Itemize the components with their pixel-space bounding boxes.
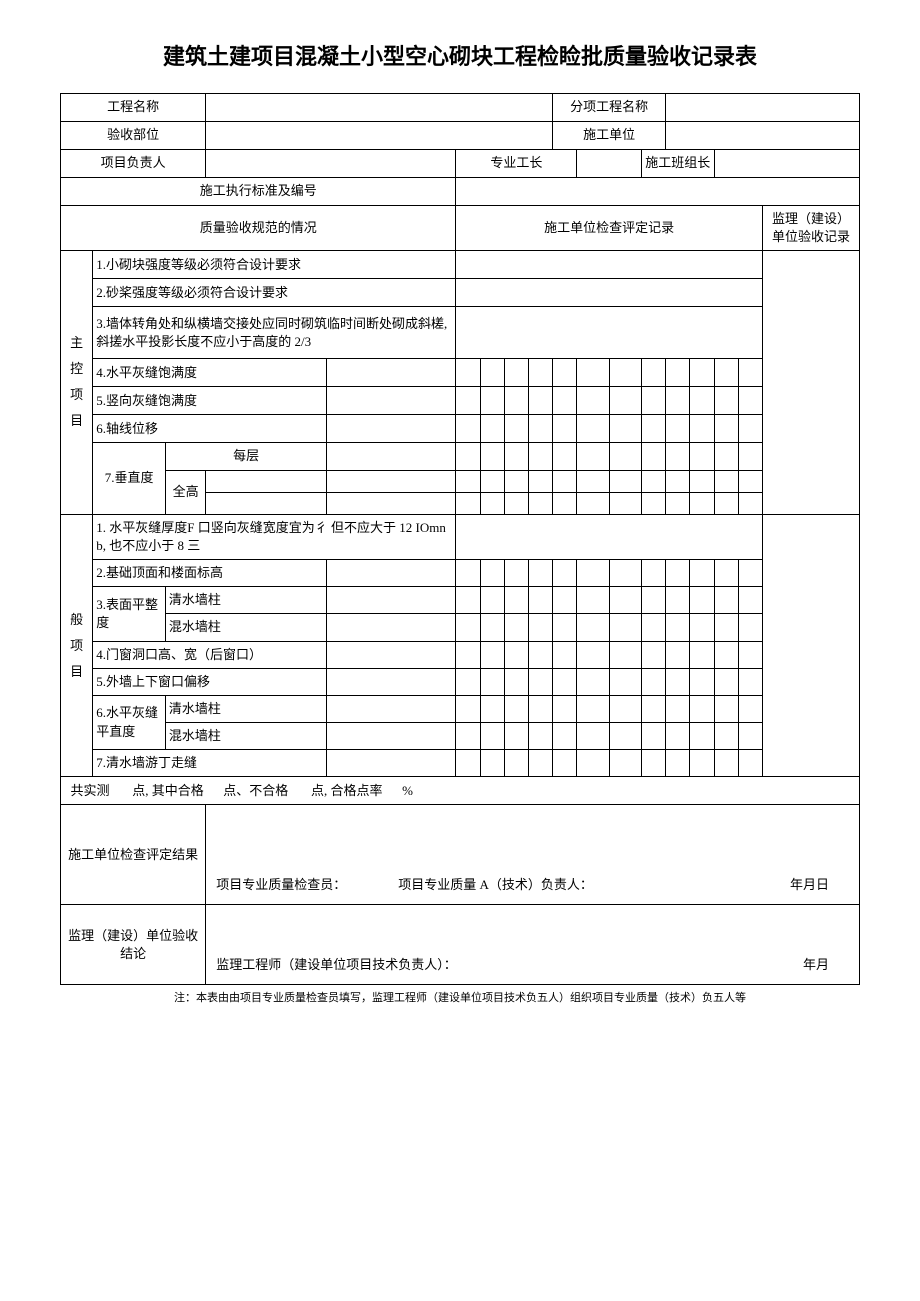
gen-item6-b: 混水墙柱	[165, 723, 326, 750]
label-sub-project: 分项工程名称	[553, 94, 666, 122]
gen-item3-b: 混水墙柱	[165, 614, 326, 641]
field-construct-unit	[666, 122, 860, 150]
label-standard: 施工执行标准及编号	[61, 178, 456, 206]
inspection-table: 工程名称 分项工程名称 验收部位 施工单位 项目负责人 专业工长 施工班组长 施…	[60, 93, 860, 985]
mc-item3: 3.墙体转角处和纵横墙交接处应同时砌筑临时间断处砌成斜槎, 斜搓水平投影长度不应…	[93, 307, 456, 359]
footnote: 注：本表由由项目专业质量检查员填写，监理工程师（建设单位项目技术负五人）组织项目…	[60, 989, 860, 1005]
mc-item4: 4.水平灰缝饱满度	[93, 359, 327, 387]
gen-item6-label: 6.水平灰缝平直度	[93, 695, 166, 749]
label-construct-unit: 施工单位	[553, 122, 666, 150]
field-accept-part	[206, 122, 553, 150]
mc-supervise	[762, 251, 859, 514]
field-sub-project	[666, 94, 860, 122]
label-team-leader: 施工班组长	[641, 150, 714, 178]
group-general: 般项目	[61, 514, 93, 777]
label-project-name: 工程名称	[61, 94, 206, 122]
page-title: 建筑土建项目混凝土小型空心砌块工程检睑批质量验收记录表	[60, 40, 860, 73]
gen-item3-a: 清水墙柱	[165, 587, 326, 614]
mc-item7-label: 7.垂直度	[93, 443, 166, 514]
label-construct-check: 施工单位检查评定记录	[456, 206, 763, 251]
mc-item7-b: 全高	[165, 470, 205, 514]
mc-item1: 1.小砌块强度等级必须符合设计要求	[93, 251, 456, 279]
field-construct-result: 项目专业质量检查员： 项目专业质量 A（技术）负责人： 年月日	[206, 805, 860, 905]
mc-item6-std	[327, 415, 456, 443]
label-construct-result: 施工单位检查评定结果	[61, 805, 206, 905]
group-main-control: 主控项目	[61, 251, 93, 514]
field-team-leader	[714, 150, 859, 178]
gen-item6-a: 清水墙柱	[165, 695, 326, 722]
mc-item6: 6.轴线位移	[93, 415, 327, 443]
field-supervise-result: 监理工程师（建设单位项目技术负责人）： 年月	[206, 905, 860, 985]
gen-item2: 2.基础顶面和楼面标高	[93, 559, 327, 586]
mc-item3-rec	[456, 307, 763, 359]
label-accept-part: 验收部位	[61, 122, 206, 150]
mc-item4-std	[327, 359, 456, 387]
gen-item5: 5.外墙上下窗口偏移	[93, 668, 327, 695]
gen-item7: 7.清水墙游丁走缝	[93, 750, 327, 777]
label-supervise-result: 监理（建设）单位验收结论	[61, 905, 206, 985]
gen-item1-rec	[456, 514, 763, 559]
mc-item5: 5.竖向灰缝饱满度	[93, 387, 327, 415]
mc-item2-rec	[456, 279, 763, 307]
summary-row: 共实测 点, 其中合格 点、不合格 点, 合格点率 %	[61, 777, 860, 805]
field-standard	[456, 178, 860, 206]
gen-supervise	[762, 514, 859, 777]
label-foreman: 专业工长	[456, 150, 577, 178]
gen-item1: 1. 水平灰缝厚度F 口竖向灰缝宽度宜为彳 但不应大于 12 IOmnb, 也不…	[93, 514, 456, 559]
field-foreman	[577, 150, 642, 178]
mc-item2: 2.砂桨强度等级必须符合设计要求	[93, 279, 456, 307]
mc-item5-std	[327, 387, 456, 415]
gen-item3-label: 3.表面平整度	[93, 587, 166, 641]
label-project-leader: 项目负责人	[61, 150, 206, 178]
mc-item1-rec	[456, 251, 763, 279]
gen-item4: 4.门窗洞口高、宽（后窗口）	[93, 641, 327, 668]
field-project-name	[206, 94, 553, 122]
label-spec-situation: 质量验收规范的情况	[61, 206, 456, 251]
field-project-leader	[206, 150, 456, 178]
mc-item7-a: 每层	[165, 443, 326, 470]
label-supervise-check: 监理（建设）单位验收记录	[762, 206, 859, 251]
